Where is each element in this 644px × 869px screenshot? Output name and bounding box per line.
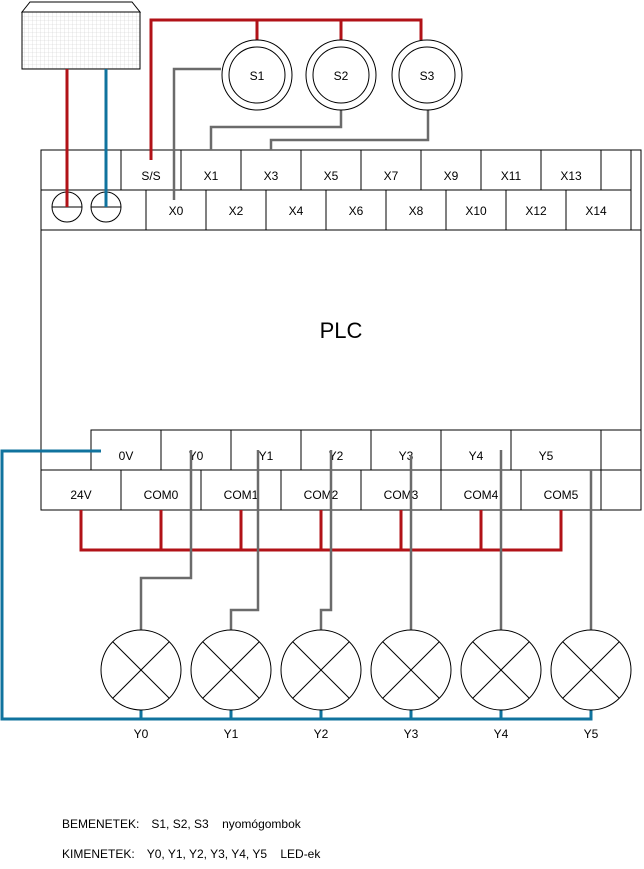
terminal-label: COM5	[544, 488, 579, 502]
terminal-label: X5	[324, 169, 339, 183]
terminal-x8: X8	[385, 190, 424, 230]
terminal-x7: X7	[360, 150, 399, 190]
terminal-label: X8	[409, 204, 424, 218]
lamp-y0: Y0	[100, 629, 182, 741]
lamp-label: Y1	[224, 727, 239, 741]
terminal-x13: X13	[540, 150, 582, 190]
terminal-y5: Y5	[510, 430, 554, 470]
push-button-s3: S3	[391, 39, 463, 111]
terminal-24v: 24V	[70, 488, 91, 502]
push-button-label: S1	[250, 69, 265, 83]
terminal-x3: X3	[240, 150, 279, 190]
terminal-x14: X14	[565, 190, 607, 230]
terminal-label: COM4	[464, 488, 499, 502]
terminal-label: Y2	[329, 449, 344, 463]
terminal-com5: COM5	[520, 470, 579, 510]
lamp-y1: Y1	[190, 629, 272, 741]
terminal-label: S/S	[141, 169, 160, 183]
lamp-label: Y5	[584, 727, 599, 741]
legend-inputs-value: S1, S2, S3 nyomógombok	[151, 817, 301, 831]
terminal-label: 0V	[119, 449, 134, 463]
terminal-label: X13	[560, 169, 582, 183]
power-wires	[65, 18, 563, 552]
terminal-label: Y4	[469, 449, 484, 463]
legend-outputs: KIMENETEK: Y0, Y1, Y2, Y3, Y4, Y5 LED-ek	[62, 847, 320, 861]
terminal-y1: Y1	[230, 430, 274, 470]
terminal-label: Y0	[189, 449, 204, 463]
lamp-label: Y0	[134, 727, 149, 741]
terminal-x1: X1	[180, 150, 219, 190]
terminal-ss: S/S	[141, 169, 160, 183]
legend-outputs-value: Y0, Y1, Y2, Y3, Y4, Y5 LED-ek	[146, 847, 321, 861]
power-supply	[20, 1, 142, 70]
terminal-x12: X12	[505, 190, 547, 230]
lamp-label: Y4	[494, 727, 509, 741]
push-button-label: S3	[420, 69, 435, 83]
input-terminal-block: S/S X1 X3 X5 X7 X9 X11 X13 X0 X2 X4 X6 X8 X10 X12 X14	[40, 149, 632, 231]
terminal-label: X12	[525, 204, 547, 218]
terminal-label: X3	[264, 169, 279, 183]
legend-inputs-label: BEMENETEK:	[62, 817, 140, 831]
plc-label: PLC	[320, 318, 363, 343]
terminal-com0: COM0	[120, 470, 179, 510]
terminal-y2: Y2	[300, 430, 344, 470]
terminal-x2: X2	[205, 190, 244, 230]
terminal-label: Y5	[539, 449, 554, 463]
push-button-s1: S1	[221, 39, 293, 111]
lamp-y5: Y5	[550, 629, 632, 741]
legend-inputs: BEMENETEK: S1, S2, S3 nyomógombok	[62, 817, 301, 831]
terminal-label: COM0	[144, 488, 179, 502]
terminal-com1: COM1	[200, 470, 259, 510]
terminal-label: X11	[501, 169, 522, 183]
terminal-label: X9	[444, 169, 459, 183]
terminal-label: COM3	[384, 488, 419, 502]
terminal-x11: X11	[480, 150, 522, 190]
terminal-label: X14	[585, 204, 607, 218]
terminal-com4: COM4	[440, 470, 499, 510]
terminal-label: Y1	[259, 449, 274, 463]
terminal-x0: X0	[169, 204, 184, 218]
terminal-label: X4	[289, 204, 304, 218]
terminal-x9: X9	[420, 150, 459, 190]
terminal-0v: 0V	[119, 449, 134, 463]
push-button-s2: S2	[305, 39, 377, 111]
terminal-y4: Y4	[440, 430, 484, 470]
lamp-y3: Y3	[370, 629, 452, 741]
terminal-label: X0	[169, 204, 184, 218]
terminal-label: X10	[465, 204, 487, 218]
terminal-label: COM2	[304, 488, 339, 502]
terminal-y0: Y0	[160, 430, 204, 470]
terminal-label: X6	[349, 204, 364, 218]
terminal-x5: X5	[300, 150, 339, 190]
terminal-x6: X6	[325, 190, 364, 230]
lamp-label: Y2	[314, 727, 329, 741]
terminal-label: COM1	[224, 488, 259, 502]
lamp-label: Y3	[404, 727, 419, 741]
terminal-label: 24V	[70, 488, 91, 502]
legend-outputs-label: KIMENETEK:	[62, 847, 135, 861]
terminal-x10: X10	[445, 190, 487, 230]
terminal-label: X7	[384, 169, 399, 183]
terminal-label: X1	[204, 169, 219, 183]
signal-wires	[139, 67, 593, 630]
terminal-x4: X4	[265, 190, 304, 230]
neutral-wires	[0, 69, 593, 721]
push-button-label: S2	[334, 69, 349, 83]
output-terminal-block: 0V Y0 Y1 Y2 Y3 Y4 Y5 24V COM0 COM1 COM2 COM3 COM4 CO…	[40, 429, 642, 511]
lamp-y2: Y2	[280, 629, 362, 741]
lamp-y4: Y4	[460, 629, 542, 741]
terminal-label: X2	[229, 204, 244, 218]
